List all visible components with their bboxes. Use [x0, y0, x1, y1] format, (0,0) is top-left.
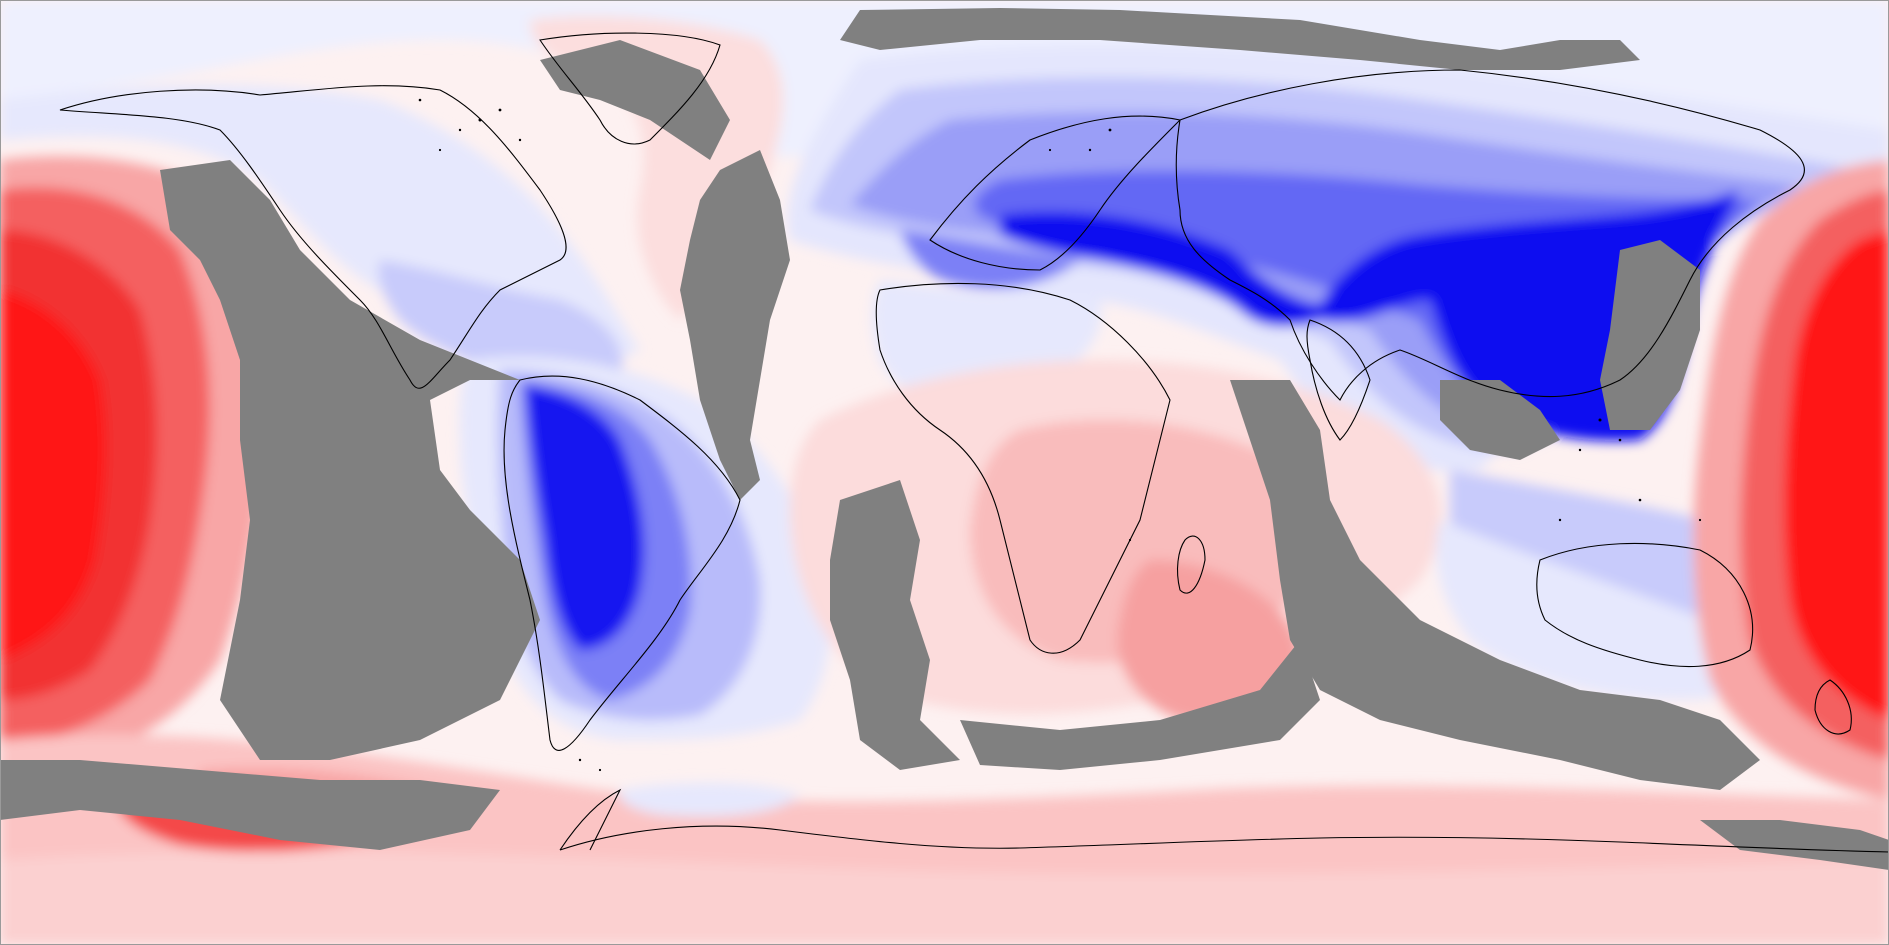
- mask-south-atlantic: [830, 480, 960, 770]
- coast-new-zealand: [1814, 679, 1852, 735]
- coast-europe: [929, 115, 1182, 271]
- mask-west-pacific-north: [1600, 240, 1700, 430]
- coast-asia: [1175, 69, 1805, 401]
- coast-south-america: [503, 375, 741, 751]
- coast-africa: [875, 282, 1171, 654]
- contour-pacific-west-core: [0, 290, 106, 660]
- coast-north-america: [59, 85, 567, 389]
- mask-atlantic-southern: [960, 640, 1320, 770]
- masked-regions: [0, 8, 1889, 870]
- mask-mid-atlantic-north: [680, 150, 790, 500]
- coast-madagascar: [1176, 535, 1206, 594]
- mask-indian-ocean-ridge: [1230, 380, 1760, 790]
- coastlines: [59, 32, 1889, 853]
- contour-indopacific-pale: [1436, 520, 1766, 700]
- contour-mediterranean: [900, 230, 1080, 289]
- mask-east-pacific: [160, 160, 540, 760]
- mask-indonesia: [1440, 380, 1560, 460]
- mask-southeast-pacific: [0, 760, 500, 850]
- contour-eurasia-core: [1000, 190, 1740, 441]
- contour-antarctic-pale: [619, 783, 800, 817]
- mask-antarctic-far-east: [1700, 820, 1889, 870]
- contour-africa-pink-3: [1117, 560, 1300, 722]
- contour-pacific-east-core: [1784, 230, 1889, 720]
- island-dots: [418, 98, 1702, 772]
- contour-samerica-core: [525, 385, 644, 650]
- mask-arctic-top: [840, 8, 1640, 70]
- coast-antarctic-peninsula: [559, 788, 622, 851]
- mask-north-atlantic-arc: [540, 40, 730, 160]
- coast-india: [1306, 319, 1371, 441]
- coast-australia: [1536, 542, 1754, 668]
- contour-southern-lower: [0, 851, 1889, 945]
- contour-namerica-2: [378, 260, 623, 385]
- coast-antarctica: [559, 825, 1889, 853]
- coast-greenland: [539, 32, 721, 145]
